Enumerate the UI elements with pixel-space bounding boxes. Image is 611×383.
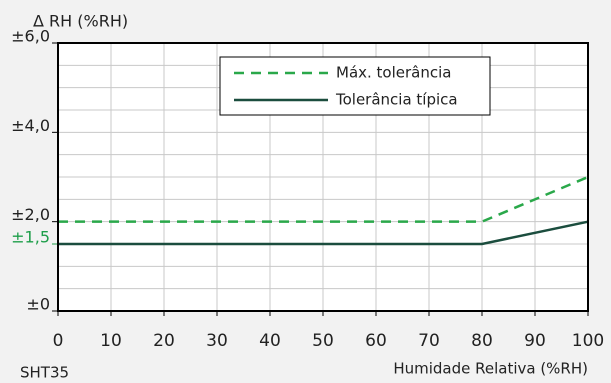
x-tick-label: 100 [572,331,604,351]
legend-box [219,56,491,116]
series-line [58,220,589,246]
y-tick-label: ±0 [26,295,50,314]
series-line [58,175,589,223]
y-tick-label: ±1,5 [11,228,50,247]
x-tick-label: 50 [312,331,334,351]
y-tick-label: ±2,0 [11,205,50,224]
x-tick-label: 90 [524,331,546,351]
plot-border [57,42,589,312]
x-tick-label: 20 [153,331,175,351]
y-tick-label: ±4,0 [11,116,50,135]
y-tick-label: ±6,0 [11,27,50,46]
x-tick-label: 0 [53,331,64,351]
x-tick-label: 10 [100,331,122,351]
x-tick-label: 70 [418,331,440,351]
x-tick-label: 40 [259,331,281,351]
legend-label: Máx. tolerância [336,64,451,82]
annotation: SHT35 [20,364,69,382]
x-tick-label: 30 [206,331,228,351]
x-tick-label: 60 [365,331,387,351]
x-tick-label: 80 [471,331,493,351]
y-axis-label: Δ RH (%RH) [33,12,128,31]
x-axis-label: Humidade Relativa (%RH) [393,360,588,378]
legend-label: Tolerância típica [335,91,458,109]
